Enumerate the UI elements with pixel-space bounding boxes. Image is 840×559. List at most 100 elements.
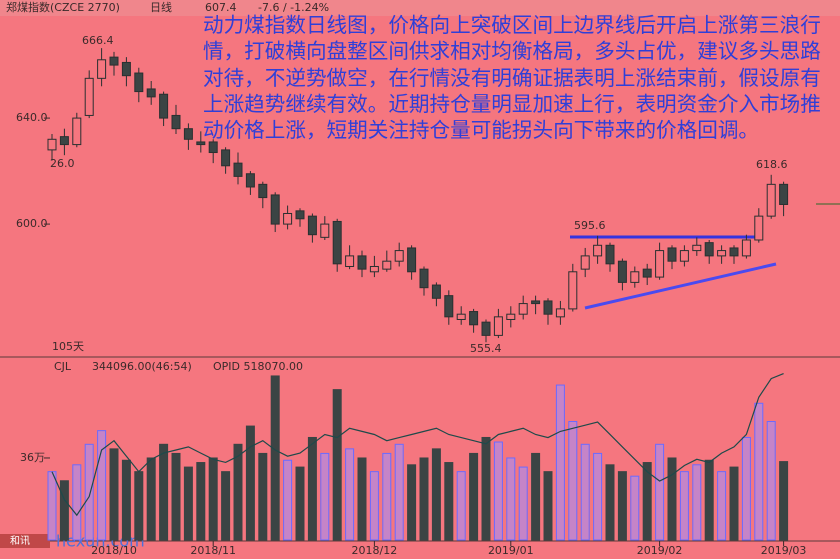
volume-bar [357, 457, 367, 541]
volume-bar [456, 471, 466, 541]
last-price: 607.4 [205, 1, 237, 14]
candle-body [345, 255, 355, 267]
volume-bar [630, 475, 640, 541]
volume-bar [258, 452, 268, 541]
change: -7.6 / -1.24% [258, 1, 329, 14]
oi-label: OPID 518070.00 [213, 360, 303, 373]
volume-bar [605, 464, 615, 541]
candle-body [431, 284, 441, 299]
candle-body [283, 212, 293, 225]
volume-bar [469, 452, 479, 541]
volume-bar [407, 464, 417, 541]
candle-body [134, 72, 144, 93]
watermark-badge [0, 534, 50, 548]
volume-bar [531, 452, 541, 541]
candle-body [196, 141, 206, 146]
candle-body [741, 239, 751, 257]
candle-body [84, 77, 94, 116]
header-bar [0, 0, 840, 16]
candle-body [407, 247, 417, 273]
volume-bar [183, 466, 193, 541]
candle-body [419, 268, 429, 289]
candle-body [493, 316, 503, 336]
candle-body [779, 183, 789, 205]
volume-bar [667, 457, 677, 541]
volume-bar [295, 466, 305, 541]
volume-bar [655, 443, 665, 541]
volume-bar [717, 471, 727, 541]
candle-body [295, 210, 305, 220]
annotation: 555.4 [470, 342, 502, 355]
volume-bar [394, 443, 404, 541]
period[interactable]: 日线 [150, 0, 172, 14]
candle-body [605, 244, 615, 265]
volume-bar [617, 471, 627, 541]
y-tick-label: 640.0 [16, 111, 48, 124]
candle-body [109, 56, 119, 66]
candle-body [580, 255, 590, 270]
volume-bar [320, 452, 330, 541]
candle-body [171, 114, 181, 130]
candle-body [568, 271, 578, 310]
candle-body [47, 138, 57, 151]
candle-body [667, 247, 677, 262]
volume-bar [208, 457, 218, 541]
symbol[interactable]: 郑煤指数(CZCE 2770) [6, 0, 120, 14]
candle-body [531, 300, 541, 305]
volume-bar [555, 384, 565, 541]
candle-body [617, 260, 627, 283]
volume-bar [270, 375, 280, 541]
volume-bar [121, 459, 131, 541]
candle-body [97, 59, 107, 79]
volume-bar [493, 441, 503, 541]
volume-label: 344096.00(46:54) [92, 360, 192, 373]
volume-bar [766, 421, 776, 541]
volume-bar [196, 462, 206, 541]
candle-body [642, 268, 652, 278]
volume-bar [307, 436, 317, 541]
candle-body [655, 250, 665, 278]
volume-bar [146, 457, 156, 541]
candle-body [543, 300, 553, 315]
candle-body [456, 313, 466, 320]
candle-body [146, 88, 156, 98]
annotation: 105天 [52, 340, 84, 353]
volume-bar [233, 443, 243, 541]
volume-bar [568, 421, 578, 541]
x-tick-label: 2019/02 [637, 544, 683, 557]
candle-body [121, 61, 131, 77]
candle-body [555, 308, 565, 318]
candle-body [369, 265, 379, 273]
candle-body [233, 162, 243, 177]
volume-bar [679, 471, 689, 541]
x-tick-label: 2018/11 [190, 544, 236, 557]
volume-bar [97, 430, 107, 541]
candle-body [357, 255, 367, 270]
candle-body [469, 311, 479, 326]
candle-body [307, 215, 317, 236]
annotation: 26.0 [50, 157, 75, 170]
volume-bar [369, 471, 379, 541]
volume-bar [72, 464, 82, 541]
candle-body [766, 183, 776, 217]
x-tick-label: 2018/10 [91, 544, 137, 557]
volume-bar [159, 443, 169, 541]
volume-bar [431, 448, 441, 541]
y-tick-label: 600.0 [16, 217, 48, 230]
volume-bar [704, 459, 714, 541]
volume-bar [47, 471, 57, 541]
volume-bar [642, 462, 652, 541]
volume-title[interactable]: CJL [54, 360, 72, 373]
volume-bar [580, 443, 590, 541]
volume-bar [729, 466, 739, 541]
open-interest-line [51, 373, 784, 517]
candle-body [159, 93, 169, 119]
volume-bar [283, 459, 293, 541]
volume-bar [481, 436, 491, 541]
volume-bar [779, 461, 789, 541]
support-trendline [584, 262, 777, 310]
x-tick-label: 2019/03 [761, 544, 807, 557]
annotation: 595.6 [574, 219, 606, 232]
